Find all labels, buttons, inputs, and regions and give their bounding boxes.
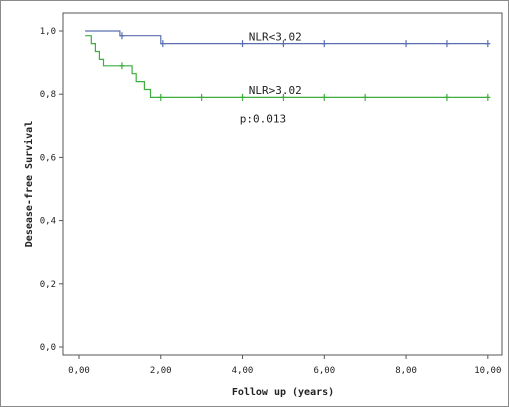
annotation-label: NLR>3.02 (249, 84, 302, 97)
x-tick-label: 2,00 (150, 366, 172, 376)
censor-mark (485, 40, 491, 48)
y-tick-label: 1,0 (40, 27, 56, 37)
x-tick-label: 8,00 (395, 366, 417, 376)
annotation-layer: NLR<3.02 NLR>3.02 p:0.013 (240, 30, 302, 125)
censor-mark (280, 93, 286, 101)
censor-mark (199, 93, 205, 101)
x-tick-label: 6,00 (313, 366, 335, 376)
annotation-label: p:0.013 (240, 113, 286, 126)
censor-mark (362, 93, 368, 101)
censor-mark (160, 40, 166, 48)
plot-area (62, 12, 503, 356)
series-line-0 (85, 30, 488, 45)
x-tick-label: 10,00 (474, 366, 501, 376)
censor-mark (485, 93, 491, 101)
censor-mark (444, 93, 450, 101)
censor-mark (321, 40, 327, 48)
y-tick-label: 0,6 (40, 153, 56, 163)
series-line-1 (85, 35, 488, 98)
censor-mark (280, 40, 286, 48)
y-axis-title: Desease-free Survival (23, 121, 35, 247)
censor-mark (240, 93, 246, 101)
censor-mark (240, 40, 246, 48)
censor-mark (321, 93, 327, 101)
censor-mark (158, 93, 164, 101)
x-tick-label: 4,00 (232, 366, 254, 376)
censor-mark (444, 40, 450, 48)
x-tick-label: 0,00 (68, 366, 90, 376)
axis-ticks: 0,00 2,00 4,00 6,00 8,00 10,00 0,0 0,2 0,4 0,6 0,8… (40, 27, 502, 376)
y-tick-label: 0,2 (40, 280, 56, 290)
y-tick-label: 0,8 (40, 90, 56, 100)
x-axis-title: Follow up (years) (232, 387, 334, 398)
series-layer (85, 30, 491, 101)
censor-mark (119, 32, 125, 40)
censor-mark (403, 40, 409, 48)
y-tick-label: 0,0 (40, 343, 56, 353)
y-tick-label: 0,4 (40, 217, 56, 227)
censor-mark (119, 62, 125, 70)
annotation-label: NLR<3.02 (249, 30, 302, 43)
